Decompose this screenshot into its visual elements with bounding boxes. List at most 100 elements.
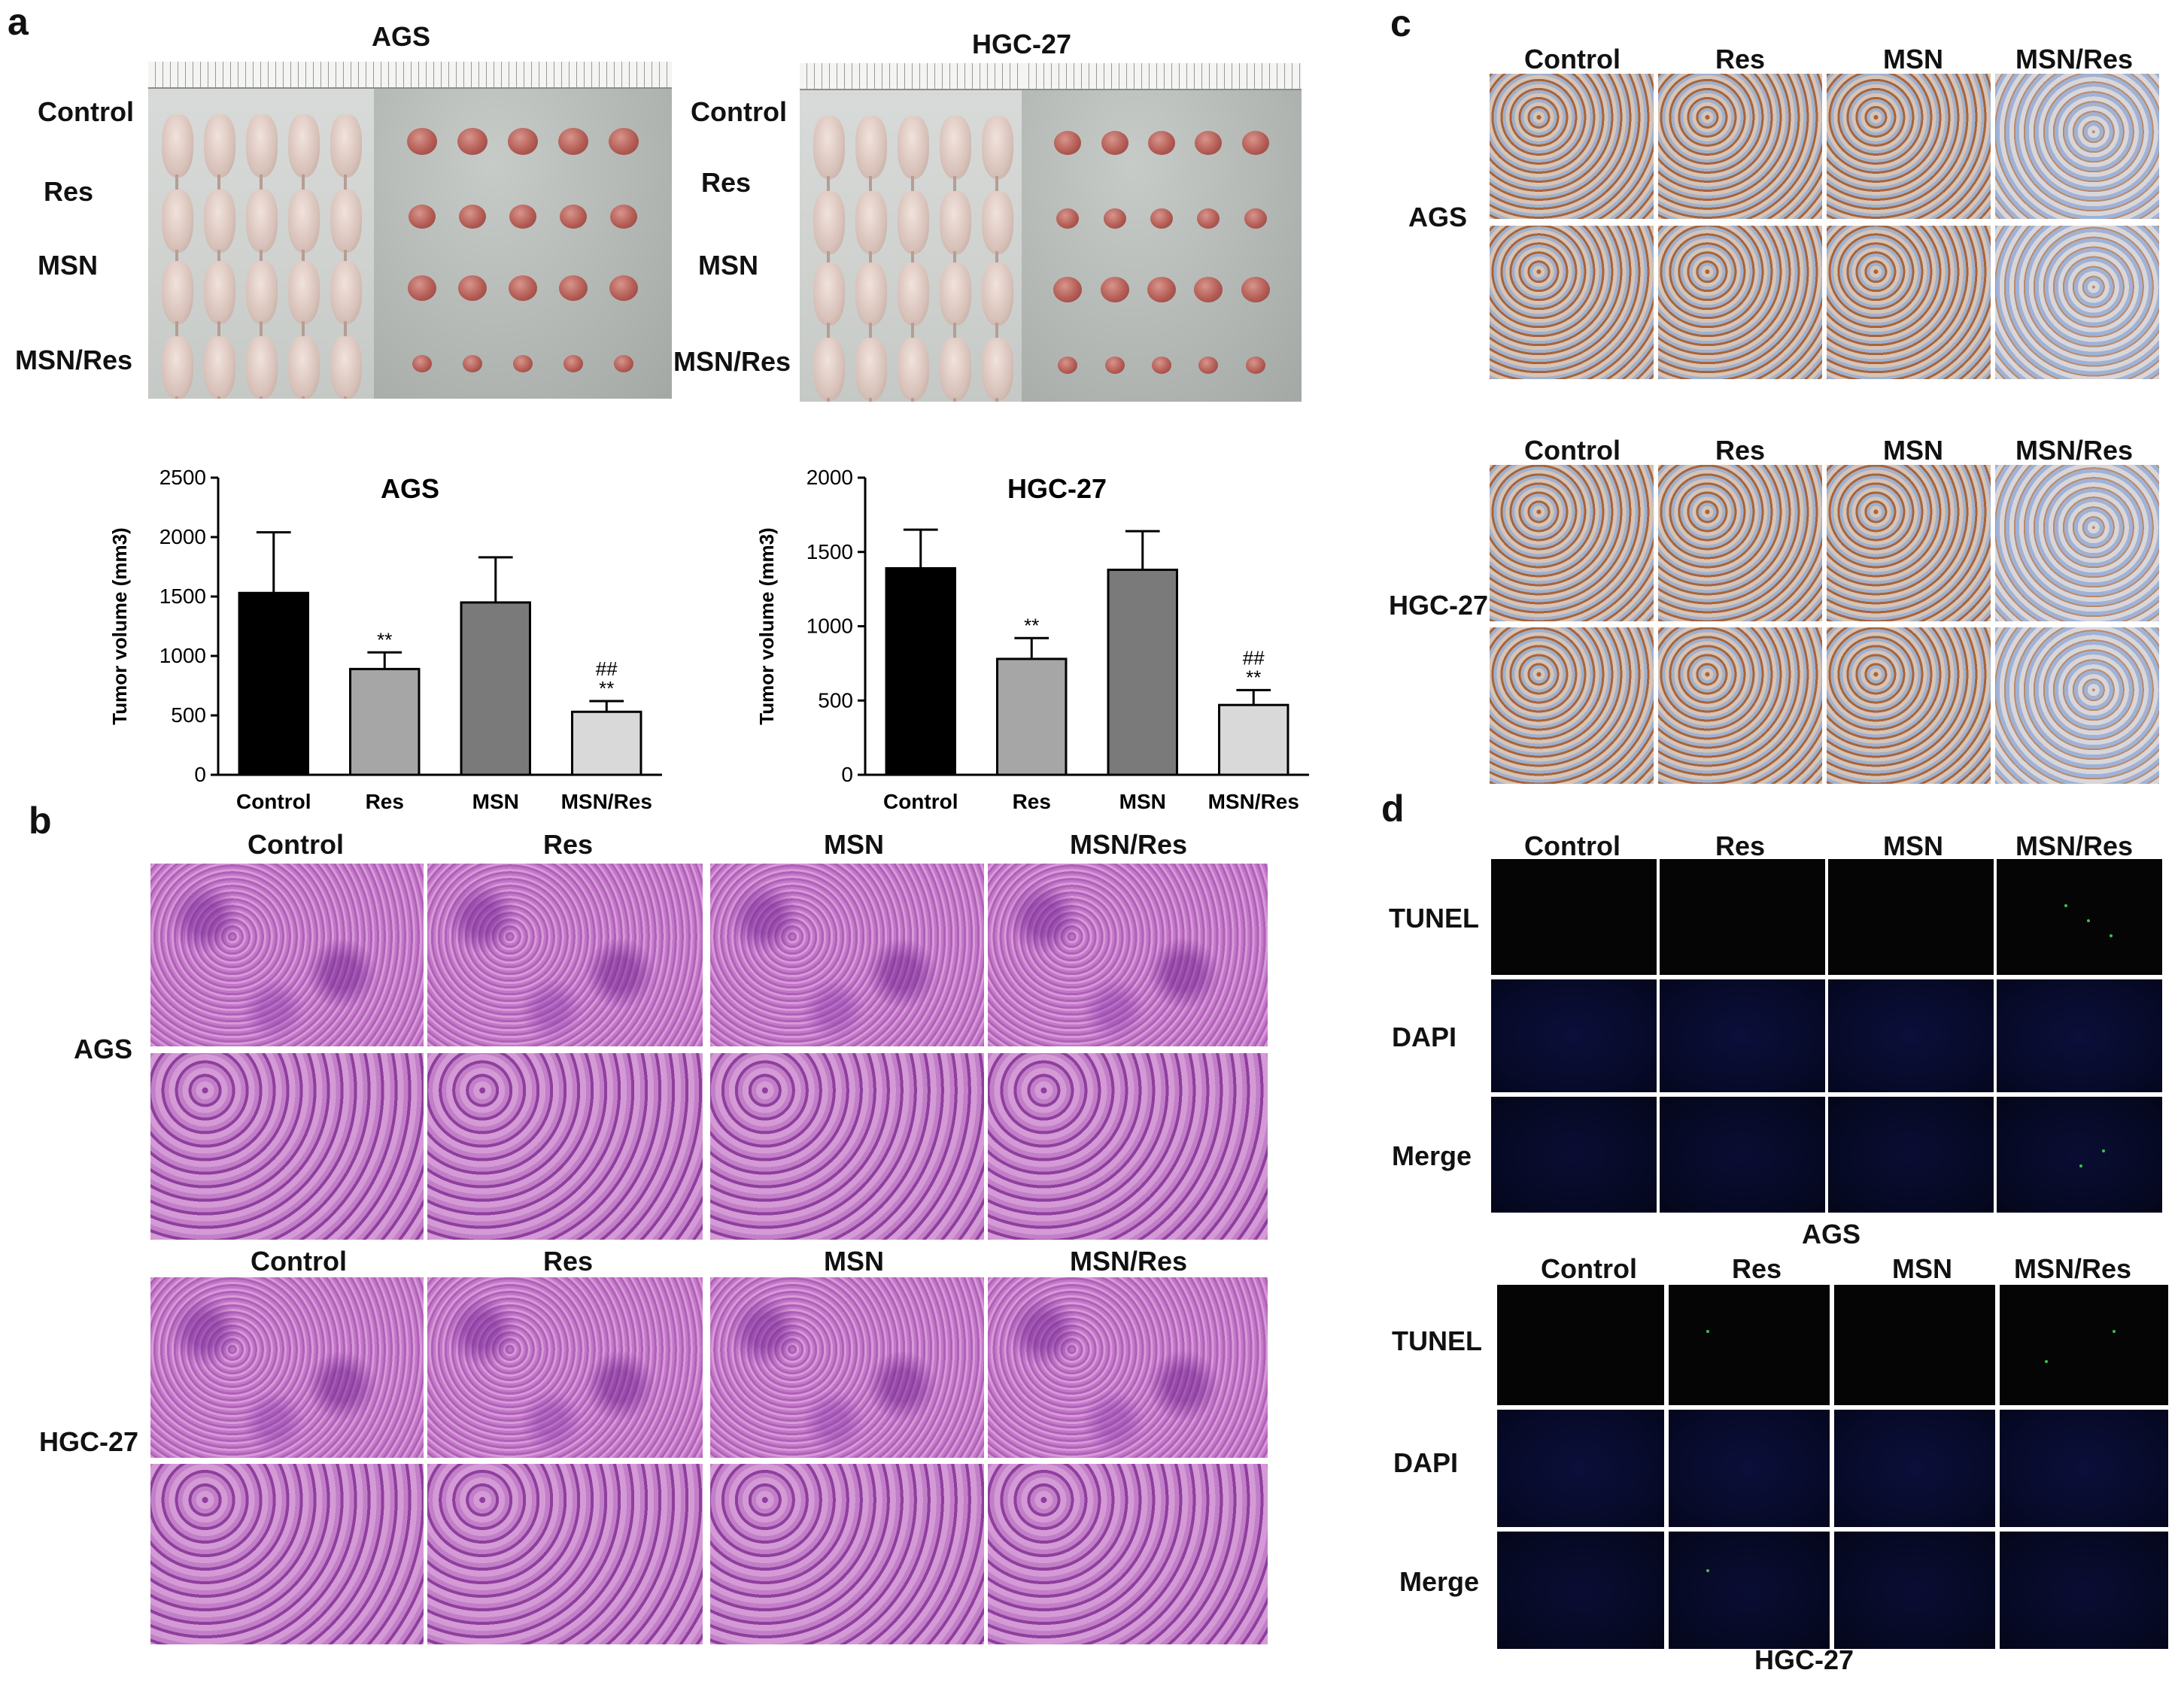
mouse-tail bbox=[260, 321, 263, 344]
col-label-control: Control bbox=[248, 829, 344, 860]
he-image-hgc27-control-high bbox=[150, 1464, 424, 1644]
tumor bbox=[1104, 357, 1125, 374]
ruler bbox=[148, 62, 374, 89]
mouse bbox=[330, 336, 362, 399]
he-image-ags-res-high bbox=[427, 1053, 703, 1240]
he-image-hgc27-control-low bbox=[150, 1277, 424, 1458]
significance-label: ## bbox=[1243, 646, 1265, 669]
mouse bbox=[898, 116, 929, 179]
hgc27-mice-photo bbox=[800, 63, 1022, 402]
bar bbox=[571, 710, 642, 776]
ihc-image-ags-control-low bbox=[1490, 74, 1654, 219]
mouse-tail bbox=[953, 176, 956, 199]
mouse bbox=[898, 191, 929, 254]
tumor bbox=[1241, 131, 1269, 155]
ruler bbox=[800, 63, 1022, 90]
col-label-res: Res bbox=[1715, 44, 1766, 74]
ihc-image-hgc27-msn-high bbox=[1827, 627, 1991, 784]
mouse bbox=[813, 191, 845, 254]
panel-letter-a: a bbox=[8, 1, 29, 43]
row-label-dapi: DAPI bbox=[1392, 1022, 1457, 1052]
mouse bbox=[940, 116, 971, 179]
tumor bbox=[609, 275, 639, 301]
he-image-hgc27-msnres-high bbox=[988, 1464, 1268, 1644]
ihc-image-ags-msn-high bbox=[1827, 226, 1991, 379]
y-tick-label: 0 bbox=[194, 763, 206, 786]
mouse-tail bbox=[827, 176, 830, 199]
tumor bbox=[1100, 277, 1129, 302]
significance-label: ## bbox=[596, 657, 618, 680]
tumor bbox=[406, 128, 437, 155]
ihc-image-ags-res-low bbox=[1658, 74, 1822, 219]
row-label-hgc27: HGC-27 bbox=[1389, 590, 1489, 621]
x-tick-label: Res bbox=[366, 790, 404, 813]
y-axis-label: Tumor volume (mm3) bbox=[755, 527, 778, 724]
ruler bbox=[374, 62, 672, 89]
apoptosis-dot bbox=[2064, 904, 2067, 907]
mouse bbox=[288, 336, 320, 399]
mouse bbox=[982, 116, 1013, 179]
ihc-image-hgc27-msnres-low bbox=[1995, 465, 2159, 621]
ihc-image-ags-msnres-high bbox=[1995, 226, 2159, 379]
row-label-hgc27: HGC-27 bbox=[39, 1426, 139, 1457]
row-label-res: Res bbox=[701, 167, 752, 198]
ihc-image-hgc27-msn-low bbox=[1827, 465, 1991, 621]
mouse bbox=[246, 336, 278, 399]
x-tick-label: MSN bbox=[472, 790, 519, 813]
mouse bbox=[330, 114, 362, 178]
ihc-image-hgc27-msnres-high bbox=[1995, 627, 2159, 784]
tumor bbox=[1056, 208, 1080, 229]
tumor bbox=[563, 355, 584, 372]
y-tick-label: 2000 bbox=[806, 466, 853, 489]
he-image-ags-control-low bbox=[150, 864, 424, 1046]
merge-image-ags-msn bbox=[1828, 1097, 1994, 1213]
mouse-tail bbox=[344, 396, 347, 399]
col-label-msn: MSN bbox=[824, 829, 884, 860]
mouse bbox=[288, 261, 320, 324]
col-label-res: Res bbox=[1715, 830, 1766, 861]
y-tick-label: 2500 bbox=[159, 466, 206, 489]
tumor bbox=[1053, 277, 1083, 302]
ags-bar-chart: Tumor volume (mm3) AGS 0 500 1000 1500 2000 250… bbox=[108, 466, 662, 813]
y-tick-label: 0 bbox=[841, 763, 853, 786]
mouse bbox=[813, 116, 845, 179]
mouse-tail bbox=[869, 176, 872, 199]
significance-label: ** bbox=[1024, 614, 1039, 636]
ihc-image-ags-msn-low bbox=[1827, 74, 1991, 219]
apoptosis-dot bbox=[2087, 919, 2090, 922]
mouse-tail bbox=[217, 396, 220, 399]
mouse bbox=[204, 336, 235, 399]
ihc-image-ags-res-high bbox=[1658, 226, 1822, 379]
mouse bbox=[204, 190, 235, 253]
x-tick-label: Res bbox=[1013, 790, 1051, 813]
mouse bbox=[898, 263, 929, 326]
bar bbox=[885, 566, 956, 776]
chart-title: HGC-27 bbox=[1007, 473, 1107, 504]
mouse bbox=[162, 261, 193, 324]
mouse bbox=[982, 191, 1013, 254]
row-label-merge: Merge bbox=[1392, 1140, 1472, 1171]
mouse-tail bbox=[175, 175, 178, 197]
chart-title: AGS bbox=[381, 473, 439, 504]
he-image-ags-msnres-low bbox=[988, 864, 1268, 1046]
tumor bbox=[1197, 208, 1220, 229]
tumor bbox=[462, 355, 482, 372]
mouse-tail bbox=[344, 321, 347, 344]
tumor bbox=[1054, 131, 1082, 155]
mouse-tail bbox=[827, 398, 830, 402]
mouse bbox=[162, 114, 193, 178]
merge-image-ags-res bbox=[1660, 1097, 1825, 1213]
tunel-image-ags-msn bbox=[1828, 859, 1994, 975]
col-label-control: Control bbox=[1524, 44, 1621, 74]
bar bbox=[996, 657, 1068, 776]
significance-label: ** bbox=[1246, 666, 1261, 688]
mouse bbox=[982, 338, 1013, 401]
he-image-hgc27-msn-low bbox=[710, 1277, 984, 1458]
x-tick-label: Control bbox=[883, 790, 958, 813]
mouse-tail bbox=[217, 321, 220, 344]
tumor bbox=[609, 128, 639, 155]
col-label-res: Res bbox=[1731, 1253, 1782, 1284]
mouse bbox=[898, 338, 929, 401]
y-tick-label: 1500 bbox=[806, 540, 853, 563]
mouse-tail bbox=[302, 321, 305, 344]
